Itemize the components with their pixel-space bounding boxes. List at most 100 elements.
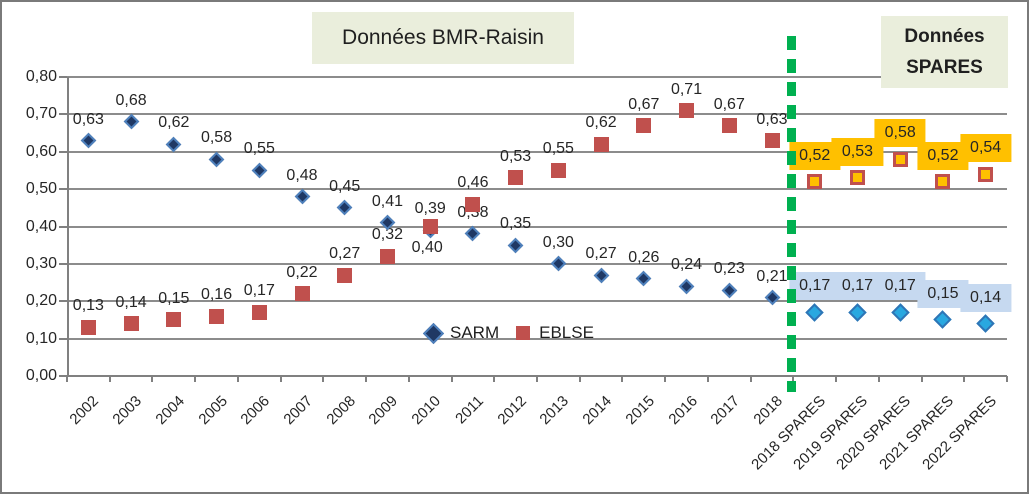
eblse-spares-marker: [849, 170, 865, 186]
data-label: 0,58: [874, 119, 926, 148]
gridline: [67, 337, 1007, 340]
sarm-marker: [166, 136, 182, 153]
x-axis-tick: [66, 376, 68, 382]
data-label: 0,13: [72, 297, 104, 315]
x-axis-label: 2005: [194, 392, 231, 429]
legend-label-sarm: SARM: [450, 323, 500, 342]
data-label: 0,71: [670, 80, 703, 98]
data-label: 0,35: [500, 215, 532, 233]
eblse-marker: [379, 248, 395, 264]
eblse-spares-marker: [892, 151, 908, 167]
data-label: 0,15: [917, 279, 969, 308]
data-label: 0,48: [286, 166, 318, 184]
sarm-marker: [721, 282, 738, 298]
x-axis-tick: [151, 376, 154, 382]
x-axis-tick: [407, 376, 410, 382]
data-label: 0,14: [115, 293, 147, 311]
spares-title-line2: SPARES: [906, 57, 983, 78]
spares-title-line1: Données: [904, 26, 985, 47]
x-axis-tick: [963, 376, 966, 382]
x-axis-tick: [450, 376, 453, 382]
sarm-marker: [593, 267, 609, 283]
gridline: [67, 113, 1007, 116]
x-axis-label: 2008: [323, 392, 359, 429]
data-label: 0,39: [414, 200, 446, 218]
x-axis-tick: [578, 376, 581, 382]
data-label: 0,68: [115, 91, 147, 109]
bmr-spares-separator-line: [787, 36, 796, 392]
x-axis-label: 2009: [365, 392, 402, 429]
x-axis-label: 2016: [664, 392, 701, 429]
sarm-marker: [336, 200, 353, 216]
x-axis-tick: [236, 376, 239, 382]
x-axis-label: 2006: [237, 392, 274, 429]
data-label: 0,27: [585, 245, 617, 263]
data-label: 0,26: [628, 248, 660, 266]
data-label: 0,17: [243, 282, 275, 300]
y-axis-tick: [59, 337, 67, 340]
data-label: 0,55: [542, 140, 574, 158]
data-label: 0,17: [789, 272, 841, 301]
y-axis-tick: [59, 188, 67, 191]
eblse-marker: [465, 196, 481, 212]
eblse-marker: [294, 286, 310, 302]
sarm-marker: [80, 132, 97, 149]
spares-title: Données SPARES: [881, 16, 1008, 88]
eblse-marker: [508, 170, 524, 186]
sarm-spares-marker: [890, 303, 910, 322]
x-axis-label: 2014: [579, 392, 616, 429]
eblse-marker: [550, 162, 566, 178]
eblse-marker: [721, 118, 737, 134]
eblse-marker: [679, 103, 695, 119]
sarm-marker: [208, 151, 225, 167]
x-axis-label: 2007: [280, 392, 317, 429]
x-axis-label: 2011: [452, 392, 487, 428]
data-label: 0,63: [72, 110, 104, 128]
gridline: [67, 262, 1007, 265]
x-axis-label: 2004: [152, 392, 188, 429]
eblse-marker: [764, 133, 780, 149]
eblse-marker: [636, 118, 652, 134]
eblse-marker: [422, 219, 438, 234]
data-label: 0,16: [200, 286, 233, 304]
x-axis-label: 2018: [750, 392, 787, 429]
data-label: 0,17: [831, 272, 884, 301]
y-axis-label: 0,20: [25, 292, 57, 310]
data-label: 0,52: [917, 141, 969, 170]
legend: SARM EBLSE: [422, 321, 594, 345]
y-axis-label: 0,60: [25, 142, 57, 160]
x-axis-tick: [664, 376, 667, 382]
y-axis-line: [67, 77, 69, 376]
eblse-marker: [337, 267, 353, 283]
data-label: 0,67: [713, 95, 745, 113]
sarm-marker: [636, 271, 652, 287]
eblse-spares-marker: [935, 174, 951, 190]
data-label: 0,21: [756, 267, 788, 285]
sarm-spares-marker: [933, 310, 953, 330]
x-axis-tick: [877, 376, 880, 382]
eblse-marker: [593, 136, 609, 152]
y-axis-label: 0,30: [25, 254, 57, 272]
x-axis-tick: [706, 376, 709, 382]
x-axis-tick: [536, 376, 538, 382]
data-label: 0,62: [585, 114, 617, 132]
sarm-spares-marker: [976, 314, 995, 333]
gridline: [67, 225, 1007, 228]
x-axis-label: 2015: [622, 392, 658, 429]
sarm-marker: [465, 226, 481, 242]
x-axis-label: 2012: [494, 392, 530, 429]
y-axis-tick: [59, 300, 67, 303]
x-axis-tick: [621, 376, 624, 382]
x-axis-tick: [835, 376, 838, 382]
data-label: 0,62: [158, 114, 190, 132]
x-axis-label: 2010: [408, 392, 445, 429]
y-axis-tick: [59, 76, 67, 78]
x-axis-tick: [749, 376, 752, 382]
data-label: 0,41: [371, 192, 404, 210]
data-label: 0,63: [756, 110, 788, 128]
y-axis-tick: [59, 375, 67, 377]
x-axis-label: 2002: [66, 392, 103, 429]
y-axis-tick: [59, 262, 67, 265]
gridline: [67, 300, 1007, 303]
data-label: 0,17: [874, 272, 926, 301]
